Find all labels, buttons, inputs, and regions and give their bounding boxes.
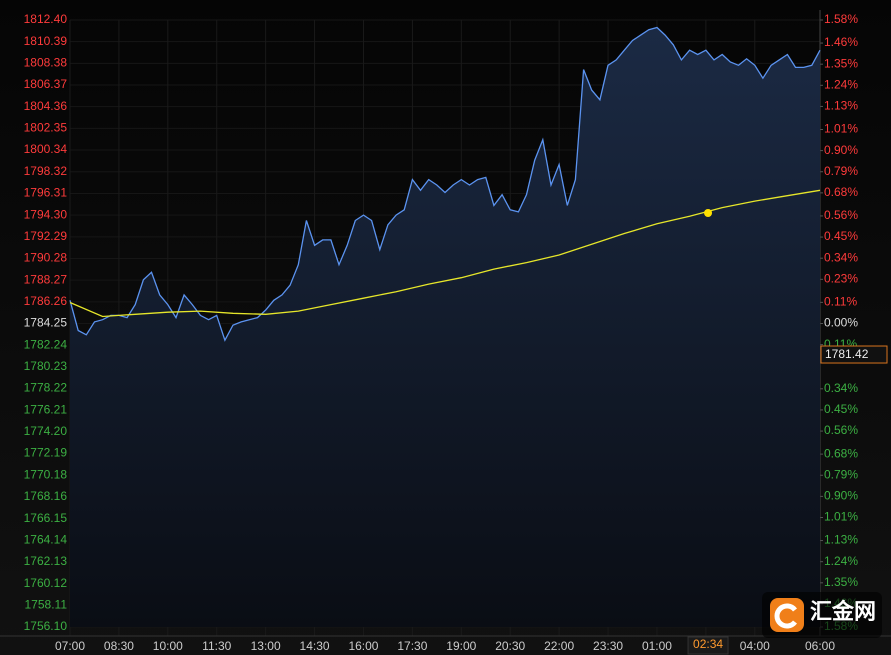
x-tick-label: 08:30 (104, 639, 134, 653)
x-tick-label: 06:00 (805, 639, 835, 653)
y-tick-label: 1812.40 (24, 12, 68, 26)
y-tick-label: 1762.13 (24, 554, 68, 568)
y-tick-label: 1778.22 (24, 381, 68, 395)
y2-tick-label: 1.58% (824, 12, 858, 26)
x-tick-label: 22:00 (544, 639, 574, 653)
x-tick-label: 16:00 (348, 639, 378, 653)
cursor-dot (704, 208, 713, 217)
y2-tick-label: 1.46% (824, 35, 858, 49)
x-tick-label: 17:30 (397, 639, 427, 653)
cursor-time-box (687, 636, 729, 655)
y2-tick-label: 0.34% (824, 250, 858, 264)
y2-tick-label: 0.68% (824, 185, 858, 199)
y2-tick-label: 0.45% (824, 229, 858, 243)
y2-tick-label: 0.23% (824, 271, 858, 285)
y2-tick-label: 1.01% (824, 122, 858, 136)
x-tick-label: 20:30 (495, 639, 525, 653)
y-tick-label: 1770.18 (24, 467, 68, 481)
area (70, 27, 820, 627)
y-tick-label: 1794.30 (24, 207, 68, 221)
x-tick-label: 07:00 (55, 639, 85, 653)
y2-tick-label: 0.90% (824, 143, 858, 157)
cursor-time: 02:34 (693, 637, 723, 651)
y2-tick-label: 0.79% (824, 164, 858, 178)
y-tick-label: 1806.37 (24, 77, 68, 91)
y-tick-label: 1810.39 (24, 34, 68, 48)
y-tick-label: 1798.32 (24, 164, 68, 178)
y-tick-label: 1792.29 (24, 229, 68, 243)
y-tick-label: 1804.36 (24, 99, 68, 113)
x-tick-label: 13:00 (251, 639, 281, 653)
y-tick-label: 1786.26 (24, 294, 68, 308)
y-tick-label: 1772.19 (24, 446, 68, 460)
y-tick-label: 1788.27 (24, 272, 68, 286)
logo-text: 汇金网 (810, 599, 876, 624)
y2-tick-label: 1.13% (824, 99, 858, 113)
x-tick-label: 19:00 (446, 639, 476, 653)
x-tick-label: 04:00 (740, 639, 770, 653)
y-tick-label: 1796.31 (24, 186, 68, 200)
y2-tick-label: 1.24% (824, 554, 858, 568)
y2-tick-label: 0.56% (824, 208, 858, 222)
y-tick-label: 1808.38 (24, 56, 68, 70)
y2-tick-label: 0.11% (824, 295, 857, 309)
y-tick-label: 1780.23 (24, 359, 68, 373)
y-tick-label: 1768.16 (24, 489, 68, 503)
line (69, 26, 821, 342)
y2-tick-label: 0.68% (824, 446, 858, 460)
y-tick-label: 1782.24 (24, 337, 68, 351)
y-tick-label: 1790.28 (24, 251, 68, 265)
logo: 汇金网 (762, 592, 882, 638)
x-tick-label: 23:30 (593, 639, 623, 653)
y2-tick-label: 0.56% (824, 423, 858, 437)
y2-tick-label: 0.79% (824, 467, 858, 481)
y2-tick-label: 0.34% (824, 381, 858, 395)
y-tick-label: 1776.21 (24, 402, 68, 416)
y2-tick-label: 0.90% (824, 489, 858, 503)
y-tick-label: 1764.14 (24, 532, 68, 546)
x-tick-label: 10:00 (153, 639, 183, 653)
logo-mark (774, 603, 797, 629)
y2-tick-label: 0.45% (824, 402, 858, 416)
cursor-price-box (820, 345, 888, 364)
x-tick-label: 11:30 (202, 639, 231, 653)
y2-tick-label: 1.35% (824, 56, 858, 70)
cursor-price: 1781.42 (825, 347, 869, 361)
y2-tick-label: 1.13% (824, 533, 858, 547)
y-tick-label: 1760.12 (24, 576, 68, 590)
x-tick-label: 01:00 (642, 639, 672, 653)
y-tick-label: 1774.20 (24, 424, 68, 438)
y-tick-label: 1802.35 (24, 121, 68, 135)
y-tick-label: 1756.10 (24, 619, 68, 633)
y2-tick-label: 1.01% (824, 510, 858, 524)
y2-tick-label: 0.00% (824, 316, 858, 330)
x-tick-label: 14:30 (300, 639, 330, 653)
y-tick-label: 1800.34 (24, 142, 68, 156)
y-tick-label: 1758.11 (25, 598, 68, 612)
line (69, 189, 821, 318)
y-tick-label: 1766.15 (24, 511, 68, 525)
y2-tick-label: 1.24% (824, 77, 858, 91)
y-tick-label: 1784.25 (24, 316, 68, 330)
y2-tick-label: 1.35% (824, 575, 858, 589)
